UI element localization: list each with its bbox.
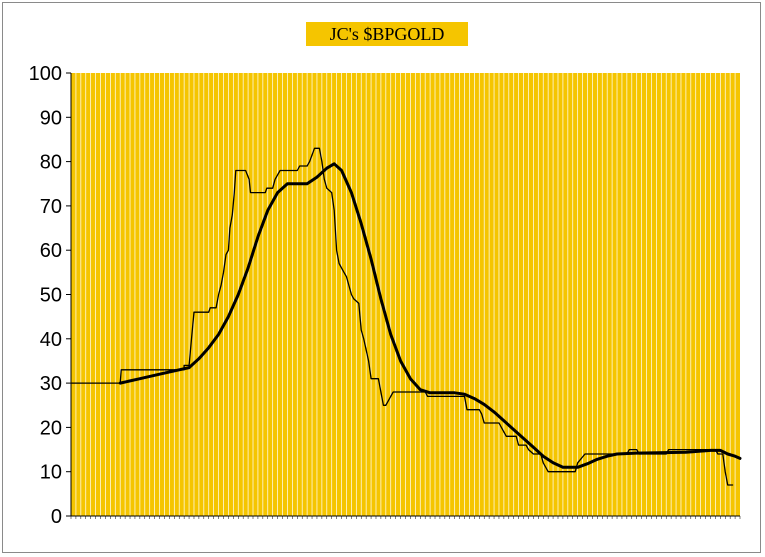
series-line-raw bbox=[70, 147, 734, 486]
y-tick-label: 40 bbox=[40, 329, 62, 351]
y-tick-label: 30 bbox=[40, 373, 62, 395]
series-lines bbox=[70, 147, 742, 486]
series-line-smoothed bbox=[118, 162, 742, 469]
y-tick-label: 90 bbox=[40, 107, 62, 129]
grid-lines bbox=[75, 73, 736, 516]
y-tick-label: 100 bbox=[29, 63, 62, 85]
y-tick-label: 10 bbox=[40, 462, 62, 484]
y-tick-label: 80 bbox=[40, 152, 62, 174]
y-tick-label: 60 bbox=[40, 240, 62, 262]
y-tick-label: 70 bbox=[40, 196, 62, 218]
chart-title: JC's $BPGOLD bbox=[306, 22, 468, 46]
x-axis bbox=[70, 515, 741, 519]
y-tick-label: 0 bbox=[51, 506, 62, 528]
y-tick-label: 20 bbox=[40, 417, 62, 439]
y-axis: 0 10 20 30 40 50 60 70 80 90 100 bbox=[29, 63, 72, 528]
y-tick-label: 50 bbox=[40, 285, 62, 307]
